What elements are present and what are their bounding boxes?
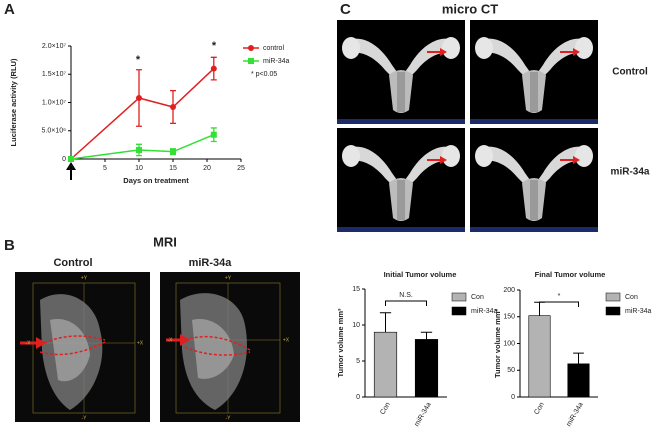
- bar: [373, 331, 398, 398]
- x-tick-label: miR-34a: [566, 401, 585, 428]
- ct-image: [469, 127, 599, 233]
- y-tick-label: 0: [356, 394, 360, 401]
- ct-row-label: miR-34a: [611, 167, 650, 178]
- image-axis-label: +X: [283, 337, 290, 343]
- mri-image: [160, 272, 300, 422]
- start-arrow: [66, 162, 76, 180]
- marker: [170, 148, 176, 155]
- significance-bracket: [539, 301, 579, 307]
- image-axis-label: -Y: [82, 415, 88, 421]
- legend-label: Con: [625, 294, 638, 301]
- legend-marker: [248, 45, 254, 51]
- x-tick-label: 5: [103, 165, 107, 172]
- x-tick-label: Con: [533, 401, 546, 416]
- legend-swatch: [605, 292, 621, 302]
- image-axis-label: +X: [137, 340, 144, 346]
- bar: [414, 339, 439, 398]
- image-axis-label: -X: [26, 340, 32, 346]
- marker: [210, 131, 217, 138]
- legend-swatch: [451, 292, 467, 302]
- panel-label: B: [4, 237, 15, 254]
- y-tick-label: 50: [507, 367, 515, 374]
- y-tick-label: 10: [352, 322, 360, 329]
- mri-title: MRI: [153, 234, 177, 249]
- legend-label: miR-34a: [625, 308, 652, 315]
- y-tick-label: 2.0×10⁷: [42, 43, 67, 50]
- marker: [68, 156, 74, 162]
- legend-label: control: [263, 45, 284, 52]
- panel-label: A: [4, 1, 15, 18]
- y-axis-title: Tumor volume mm³: [493, 308, 502, 378]
- mri-image: [15, 272, 150, 422]
- bar: [567, 363, 590, 398]
- chart-title: Initial Tumor volume: [384, 270, 457, 279]
- x-tick-label: 15: [169, 165, 177, 172]
- legend-label: miR-34a: [263, 58, 290, 65]
- error-bar: [420, 331, 433, 340]
- legend-swatch: [451, 306, 467, 316]
- x-tick-label: 10: [135, 165, 143, 172]
- chart-title: Final Tumor volume: [535, 270, 606, 279]
- legend-note: * p<0.05: [251, 71, 277, 78]
- image-axis-label: -Y: [226, 415, 232, 421]
- legend-label: miR-34a: [471, 308, 498, 315]
- marker: [136, 94, 142, 101]
- panel-label: C: [340, 1, 351, 18]
- legend-marker: [248, 58, 254, 64]
- legend-label: Con: [471, 294, 484, 301]
- mri-label: Control: [53, 257, 92, 269]
- y-tick-label: 0: [511, 394, 515, 401]
- y-tick-label: 15: [352, 286, 360, 293]
- x-axis-title: Days on treatment: [123, 176, 189, 185]
- significance-label: N.S.: [399, 292, 413, 299]
- series-line: [70, 68, 215, 160]
- significance-bracket: [385, 300, 427, 306]
- y-tick-label: 1.0×10⁷: [42, 99, 67, 106]
- x-tick-label: 20: [203, 165, 211, 172]
- y-tick-label: 150: [503, 314, 515, 321]
- x-tick-label: 0: [69, 165, 73, 172]
- y-axis-title: Luciferase activity (RLU): [9, 58, 18, 146]
- ct-title: micro CT: [442, 1, 498, 16]
- series-line: [70, 134, 215, 160]
- y-tick-label: 0: [62, 156, 66, 163]
- x-tick-label: 25: [237, 165, 245, 172]
- x-tick-label: Con: [379, 401, 392, 416]
- ct-row-label: Control: [612, 67, 648, 78]
- y-tick-label: 100: [503, 340, 515, 347]
- mri-label: miR-34a: [189, 257, 233, 269]
- y-tick-label: 5.0×10⁶: [42, 128, 67, 135]
- image-axis-label: +Y: [225, 275, 232, 281]
- marker: [170, 104, 176, 111]
- y-tick-label: 5: [356, 358, 360, 365]
- marker: [136, 146, 142, 153]
- error-bar: [379, 312, 392, 333]
- x-tick-label: miR-34a: [414, 401, 433, 428]
- annotation: *: [212, 40, 217, 52]
- ct-image: [336, 127, 466, 233]
- ct-image: [469, 19, 599, 125]
- error-bar: [573, 352, 584, 364]
- significance-label: *: [558, 293, 561, 300]
- y-tick-label: 200: [503, 287, 515, 294]
- ct-image: [336, 19, 466, 125]
- y-tick-label: 1.5×10⁷: [42, 71, 67, 78]
- marker: [210, 65, 217, 72]
- image-axis-label: +Y: [81, 275, 88, 281]
- mri-axis-labels: +Y -X +X -Y +Y -X +X -Y: [26, 275, 290, 421]
- image-axis-label: -X: [168, 337, 174, 343]
- bar: [528, 315, 551, 398]
- legend-swatch: [605, 306, 621, 316]
- annotation: *: [136, 54, 141, 66]
- y-axis-title: Tumor volume mm³: [336, 308, 345, 378]
